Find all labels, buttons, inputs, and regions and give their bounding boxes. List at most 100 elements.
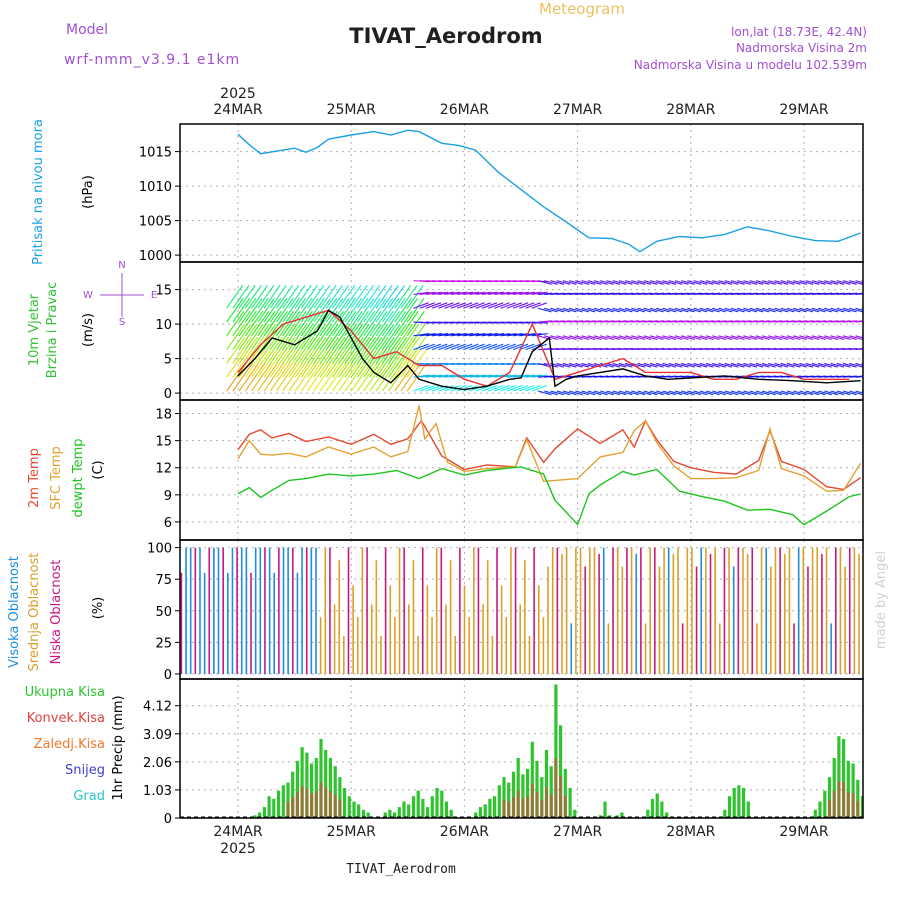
precip-total-bar xyxy=(813,809,817,818)
wind-barb xyxy=(612,390,627,396)
wind-barb xyxy=(444,302,460,309)
wind-barb xyxy=(257,362,278,392)
wind-barb xyxy=(761,390,776,396)
wind-barb xyxy=(244,349,265,378)
wind-barb xyxy=(338,336,358,364)
wind-barb xyxy=(406,336,427,364)
wind-barb xyxy=(481,343,498,351)
precip-total-bar xyxy=(842,739,846,818)
precip-total-bar xyxy=(430,796,434,818)
wind-barb xyxy=(226,323,245,350)
wind-barb xyxy=(300,323,320,350)
wind-barb xyxy=(730,280,745,285)
wind-barb xyxy=(319,362,341,392)
wind-barb xyxy=(575,335,590,341)
wind-barb xyxy=(475,302,491,309)
wind-barb xyxy=(805,280,820,285)
precip-total-bar xyxy=(497,785,501,818)
precip-total-bar xyxy=(319,739,323,818)
wind-barb xyxy=(824,390,839,396)
precip-total-bar xyxy=(563,768,567,818)
precip-conv-bar xyxy=(291,797,295,818)
wind-barb xyxy=(282,323,301,350)
wind-barb xyxy=(587,335,602,341)
precip-total-bar xyxy=(397,807,401,818)
wind-barb xyxy=(369,323,389,350)
wind-barb xyxy=(512,385,529,392)
wind-barb xyxy=(381,362,403,392)
wind-barb xyxy=(313,362,334,392)
wind-barb xyxy=(251,284,269,309)
sfc-temp-line xyxy=(237,405,862,492)
precip-conv-bar xyxy=(851,793,855,818)
dewpt-axis-title: dewpt Temp xyxy=(71,438,86,517)
y-tick-label: 10 xyxy=(155,318,172,333)
wind-barb xyxy=(369,284,387,309)
wind-barb xyxy=(226,349,247,378)
wind-barb xyxy=(319,284,337,309)
pressure-axis-title: Pritisak na nivou mora xyxy=(31,119,46,265)
wind-barb xyxy=(244,297,263,323)
precip-conv-bar xyxy=(549,794,553,818)
wind-barb xyxy=(519,343,535,351)
wind-barb xyxy=(319,323,339,350)
wind-barb xyxy=(388,323,407,350)
precip-total-bar xyxy=(407,804,411,818)
y-tick-label: 6 xyxy=(164,516,172,531)
x-day-label-bottom: 29MAR xyxy=(779,824,828,840)
wind-barb xyxy=(544,362,558,368)
wind-barb xyxy=(413,374,430,378)
wind-barb xyxy=(786,307,801,313)
wind-barb xyxy=(307,284,325,309)
wind-barb xyxy=(799,307,814,313)
frozen-precip-legend: Zaledj.Kisa xyxy=(34,737,105,752)
wind-barb xyxy=(581,390,596,396)
wind-barb xyxy=(276,349,296,378)
wind-barb xyxy=(842,280,857,285)
wind-barb xyxy=(450,302,467,309)
wind-barb xyxy=(450,291,467,295)
wind-barb xyxy=(363,310,382,337)
wind-barb xyxy=(799,390,814,396)
wind-barb xyxy=(674,280,689,285)
precip-total-bar xyxy=(502,777,506,818)
precip-conv-bar xyxy=(310,793,314,818)
precip-total-bar xyxy=(324,749,328,818)
wind-barb xyxy=(475,291,492,295)
wind-barb xyxy=(568,307,583,313)
precip-conv-bar xyxy=(328,791,332,818)
y-tick-label: 4.12 xyxy=(143,700,172,715)
wind-barb xyxy=(774,307,789,313)
wind-barb xyxy=(276,284,293,309)
wind-barbs xyxy=(226,280,863,396)
wind-barb xyxy=(288,284,306,309)
wind-barb xyxy=(276,297,294,323)
wind-barb xyxy=(388,349,408,378)
wind-barb xyxy=(668,390,683,396)
wind-barb xyxy=(612,362,627,368)
panels: 24MAR 24MAR 25MAR 25MAR 26MAR 26MAR 27MAR 27MAR… xyxy=(7,102,864,840)
wind-barb xyxy=(456,385,473,392)
wind-barb xyxy=(356,310,376,337)
x-day-label-top: 25MAR xyxy=(327,102,376,118)
precip-conv-bar xyxy=(540,799,544,818)
precip-total-bar xyxy=(286,782,290,818)
wind-barb xyxy=(325,297,344,323)
wind-barb xyxy=(300,349,321,378)
y-tick-label: 0 xyxy=(164,812,172,827)
wind-barb xyxy=(643,307,658,313)
precip-total-bar xyxy=(746,801,750,818)
wind-barb xyxy=(786,362,801,368)
wind-barb xyxy=(263,336,283,364)
wind-barb xyxy=(469,333,486,337)
wind-barb xyxy=(419,343,435,351)
precip-total-bar xyxy=(352,801,356,818)
wind-barb xyxy=(363,349,384,378)
precip-total-bar xyxy=(449,809,453,818)
wind-barb xyxy=(463,291,480,295)
wind-barb xyxy=(612,280,627,285)
wind-barb xyxy=(512,343,529,351)
wind-barb xyxy=(356,297,375,323)
precip-total-bar xyxy=(421,798,425,818)
